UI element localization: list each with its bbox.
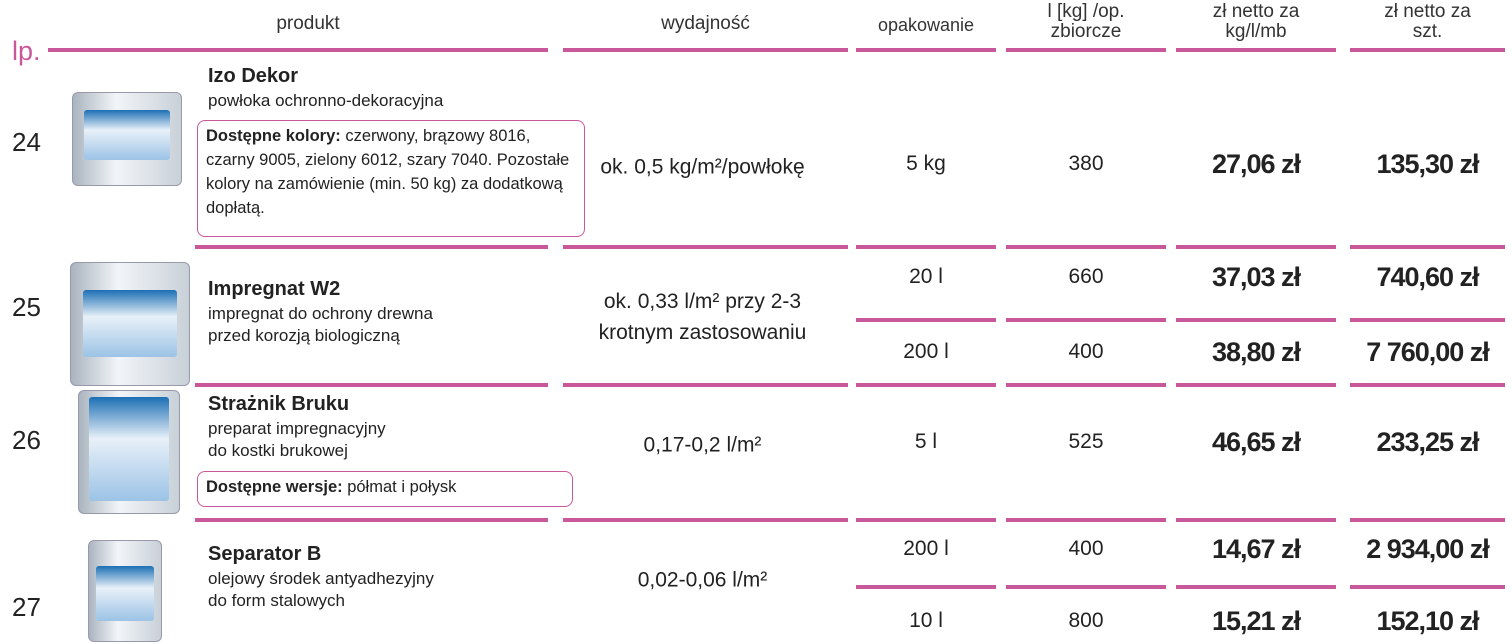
- header-lp: lp.: [12, 36, 41, 66]
- separator: [1006, 518, 1166, 522]
- separator: [1176, 518, 1336, 522]
- separator: [1350, 383, 1505, 387]
- price-per-item: 2 934,00 zł: [1366, 534, 1490, 564]
- header-cell: opakowanie: [877, 15, 975, 35]
- separator: [1350, 518, 1505, 522]
- separator: [856, 318, 996, 322]
- separator: [563, 518, 848, 522]
- price-per-unit: 46,65 zł: [1211, 427, 1301, 457]
- separator: [856, 245, 996, 249]
- product-description: powłoka ochronno-dekoracyjna: [208, 91, 444, 110]
- row-number: 24: [12, 127, 41, 157]
- separator: [1006, 245, 1166, 249]
- product-name: Impregnat W2: [208, 278, 341, 300]
- header-cell: szt.: [1412, 21, 1443, 42]
- price-per-item: 135,30 zł: [1376, 149, 1479, 179]
- header-cell: l [kg] /op.: [1047, 1, 1125, 22]
- bulk-quantity: 660: [1068, 265, 1104, 288]
- product-image: [72, 92, 182, 186]
- row-number: 27: [12, 592, 41, 622]
- bulk-quantity: 800: [1068, 609, 1104, 632]
- price-per-item: 740,60 zł: [1376, 262, 1479, 292]
- product-image: [70, 262, 190, 386]
- header-cell: zbiorcze: [1050, 21, 1122, 42]
- row-number: 25: [12, 292, 41, 322]
- product-name: Izo Dekor: [208, 65, 299, 87]
- separator: [563, 383, 848, 387]
- product-description: do kostki brukowej: [208, 441, 348, 460]
- separator: [195, 245, 548, 249]
- note-label: Dostępne kolory:: [206, 127, 341, 145]
- product-name: Strażnik Bruku: [208, 393, 350, 415]
- separator: [856, 383, 996, 387]
- packaging: 20 l: [909, 265, 943, 288]
- separator: [1006, 318, 1166, 322]
- product-description: do form stalowych: [208, 591, 345, 610]
- separator: [856, 585, 996, 589]
- product-description: preparat impregnacyjny: [208, 419, 386, 438]
- separator: [1176, 383, 1336, 387]
- price-per-unit: 14,67 zł: [1211, 534, 1301, 564]
- separator: [195, 518, 548, 522]
- separator: [563, 48, 848, 52]
- bulk-quantity: 525: [1068, 430, 1104, 453]
- note-box: Dostępne kolory: czerwony, brązowy 8016,…: [197, 120, 585, 237]
- separator: [1350, 318, 1505, 322]
- header-cell: wydajność: [661, 13, 750, 34]
- product-image: [78, 390, 180, 514]
- separator: [1176, 48, 1336, 52]
- separator: [1006, 48, 1166, 52]
- packaging: 5 l: [914, 430, 938, 453]
- separator: [1176, 245, 1336, 249]
- separator: [1350, 245, 1505, 249]
- note-text: półmat i połysk: [342, 478, 457, 496]
- header-cell: zł netto za: [1212, 1, 1300, 22]
- packaging: 200 l: [903, 537, 949, 560]
- header-cell: zł netto za: [1384, 1, 1471, 22]
- price-per-unit: 37,03 zł: [1211, 262, 1301, 292]
- separator: [1006, 585, 1166, 589]
- note-label: Dostępne wersje:: [206, 478, 343, 496]
- row-number: 26: [12, 425, 41, 455]
- bulk-quantity: 380: [1068, 152, 1104, 175]
- separator: [1350, 585, 1505, 589]
- header-cell: produkt: [276, 13, 340, 34]
- separator: [1176, 585, 1336, 589]
- product-description: impregnat do ochrony drewna: [208, 304, 433, 323]
- separator: [1006, 383, 1166, 387]
- price-per-unit: 27,06 zł: [1211, 149, 1301, 179]
- separator: [856, 48, 996, 52]
- bulk-quantity: 400: [1068, 340, 1104, 363]
- price-per-unit: 15,21 zł: [1211, 606, 1301, 636]
- bulk-quantity: 400: [1068, 537, 1104, 560]
- price-per-item: 7 760,00 zł: [1366, 337, 1490, 367]
- separator: [195, 383, 548, 387]
- product-description: przed korozją biologiczną: [208, 326, 400, 345]
- price-per-item: 152,10 zł: [1376, 606, 1479, 636]
- price-per-item: 233,25 zł: [1376, 427, 1479, 457]
- note-text: czerwony, brązowy 8016, czarny 9005, zie…: [206, 127, 570, 217]
- yield: ok. 0,33 l/m² przy 2-3 krotnym zastosowa…: [598, 290, 807, 344]
- product-name: Separator B: [208, 543, 322, 565]
- yield: 0,17-0,2 l/m²: [643, 433, 762, 457]
- price-per-unit: 38,80 zł: [1211, 337, 1301, 367]
- packaging: 10 l: [909, 609, 943, 632]
- product-image: [88, 540, 162, 642]
- separator: [1350, 48, 1505, 52]
- separator: [563, 245, 848, 249]
- note-box: Dostępne wersje: półmat i połysk: [197, 471, 573, 507]
- yield: ok. 0,5 kg/m²/powłokę: [600, 155, 805, 179]
- product-description: olejowy środek antyadhezyjny: [208, 569, 434, 588]
- packaging: 5 kg: [906, 152, 946, 175]
- separator: [48, 48, 548, 52]
- yield: 0,02-0,06 l/m²: [637, 568, 768, 592]
- separator: [856, 518, 996, 522]
- separator: [1176, 318, 1336, 322]
- header-cell: kg/l/mb: [1225, 21, 1287, 42]
- packaging: 200 l: [903, 340, 949, 363]
